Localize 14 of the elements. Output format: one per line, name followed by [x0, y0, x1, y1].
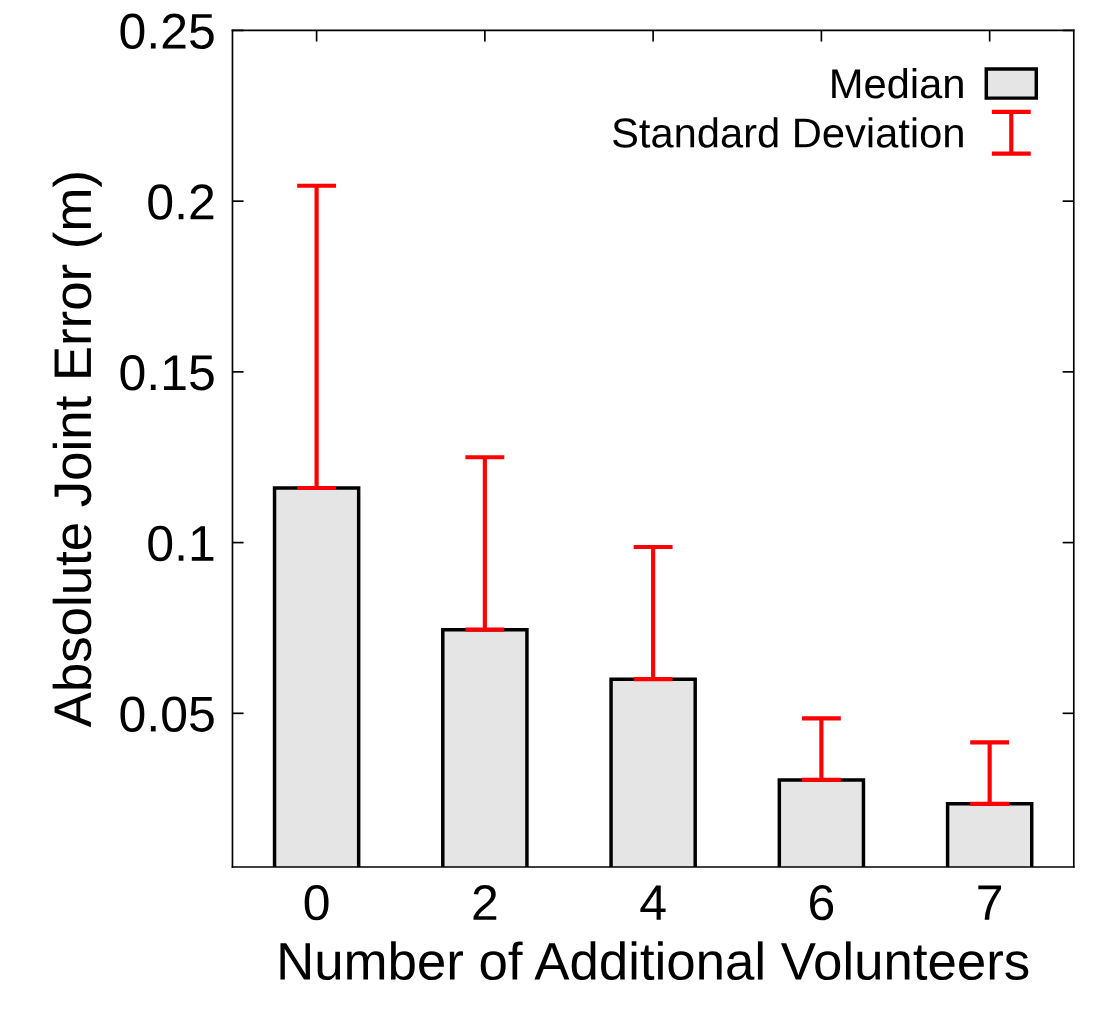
x-tick-label: 0: [304, 884, 329, 921]
y-tick-label: 0.1: [148, 525, 214, 562]
x-tick-label: 7: [978, 885, 1002, 920]
y-tick-label: 0.25: [120, 13, 214, 50]
y-tick-label: 0.15: [120, 355, 214, 391]
x-tick-label: 6: [810, 884, 834, 921]
x-tick-label: 4: [640, 885, 666, 920]
annotation: Standard Deviation: [612, 117, 963, 148]
x-tick-label: 2: [473, 884, 497, 920]
x-axis-title: Number of Additional Volunteers: [280, 941, 1029, 981]
y-axis-title: Absolute Joint Error (m): [52, 173, 102, 728]
y-tick-label: 0.05: [120, 696, 214, 732]
legend-label: Median: [832, 67, 963, 99]
y-tick-label: 0.2: [148, 184, 214, 220]
